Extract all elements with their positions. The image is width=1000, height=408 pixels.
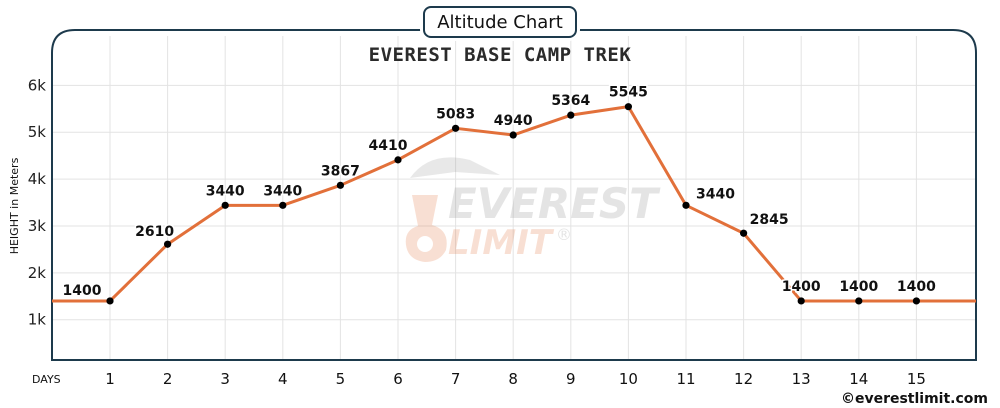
data-label: 2845 (750, 212, 789, 228)
y-tick-label: 2k (28, 264, 47, 282)
data-label: 5083 (436, 106, 475, 122)
watermark-line2: LIMIT (448, 223, 555, 263)
watermark-logo: EVEREST LIMIT ® (405, 157, 661, 263)
data-point (567, 111, 575, 119)
data-label: 1400 (897, 279, 936, 295)
data-point (509, 131, 517, 139)
grid-layer (52, 36, 976, 360)
data-point (336, 181, 344, 189)
chart-title: EVEREST BASE CAMP TREK (368, 44, 632, 66)
data-point (279, 201, 287, 209)
x-tick-label: 1 (105, 370, 115, 388)
data-point (624, 103, 633, 111)
data-label: 3440 (206, 183, 245, 199)
y-axis-title: HEIGHT in Meters (8, 157, 21, 254)
x-tick-label: 6 (393, 370, 403, 388)
data-label: 5364 (551, 93, 590, 109)
data-label: 1400 (63, 283, 102, 299)
y-tick-label: 4k (28, 170, 47, 188)
data-point (912, 297, 921, 305)
series-layer (52, 103, 976, 305)
data-point (740, 229, 748, 237)
x-tick-label: 13 (792, 370, 811, 388)
chart-frame (51, 29, 977, 361)
data-point (164, 240, 172, 248)
data-label: 3440 (696, 186, 735, 202)
data-label: 4410 (369, 138, 408, 154)
data-point (106, 297, 114, 305)
watermark-line1: EVEREST (448, 179, 661, 228)
data-labels-layer: 1400 2610 3440 3440 3867 4410 5083 4940 5364 5545… (61, 83, 938, 300)
y-tick-label: 3k (28, 217, 47, 235)
watermark-registered-mark: ® (556, 225, 572, 244)
x-tick-label: 8 (508, 370, 518, 388)
x-tick-label: 7 (451, 370, 461, 388)
data-label: 2610 (135, 224, 174, 240)
x-tick-label: 11 (676, 370, 695, 388)
data-label: 1400 (782, 279, 821, 295)
y-tick-label: 1k (28, 311, 47, 329)
data-point (797, 297, 805, 305)
x-tick-label: 5 (336, 370, 346, 388)
x-tick-label: 12 (734, 370, 753, 388)
data-point (394, 156, 402, 164)
data-point (452, 124, 460, 132)
x-tick-label: 3 (220, 370, 230, 388)
x-tick-label: 9 (566, 370, 576, 388)
data-label: 5545 (609, 85, 648, 101)
x-tick-label: 4 (278, 370, 288, 388)
y-tick-label: 6k (28, 76, 47, 94)
x-tick-label: 10 (619, 370, 638, 388)
x-tick-label: 2 (163, 370, 173, 388)
data-label: 3867 (321, 163, 360, 179)
data-label: 4940 (494, 113, 533, 129)
x-tick-label: 14 (849, 370, 868, 388)
chart-tab-title: Altitude Chart (423, 6, 577, 38)
y-tick-label: 5k (28, 123, 47, 141)
data-point (855, 297, 863, 305)
data-label: 1400 (839, 279, 878, 295)
x-axis-title: DAYS (32, 373, 61, 386)
data-point (682, 201, 690, 209)
data-label: 3440 (263, 183, 302, 199)
website-credit: ©everestlimit.com (840, 391, 988, 407)
x-tick-label: 15 (907, 370, 926, 388)
data-point (221, 201, 229, 209)
watermark-mountain-icon (405, 157, 500, 262)
